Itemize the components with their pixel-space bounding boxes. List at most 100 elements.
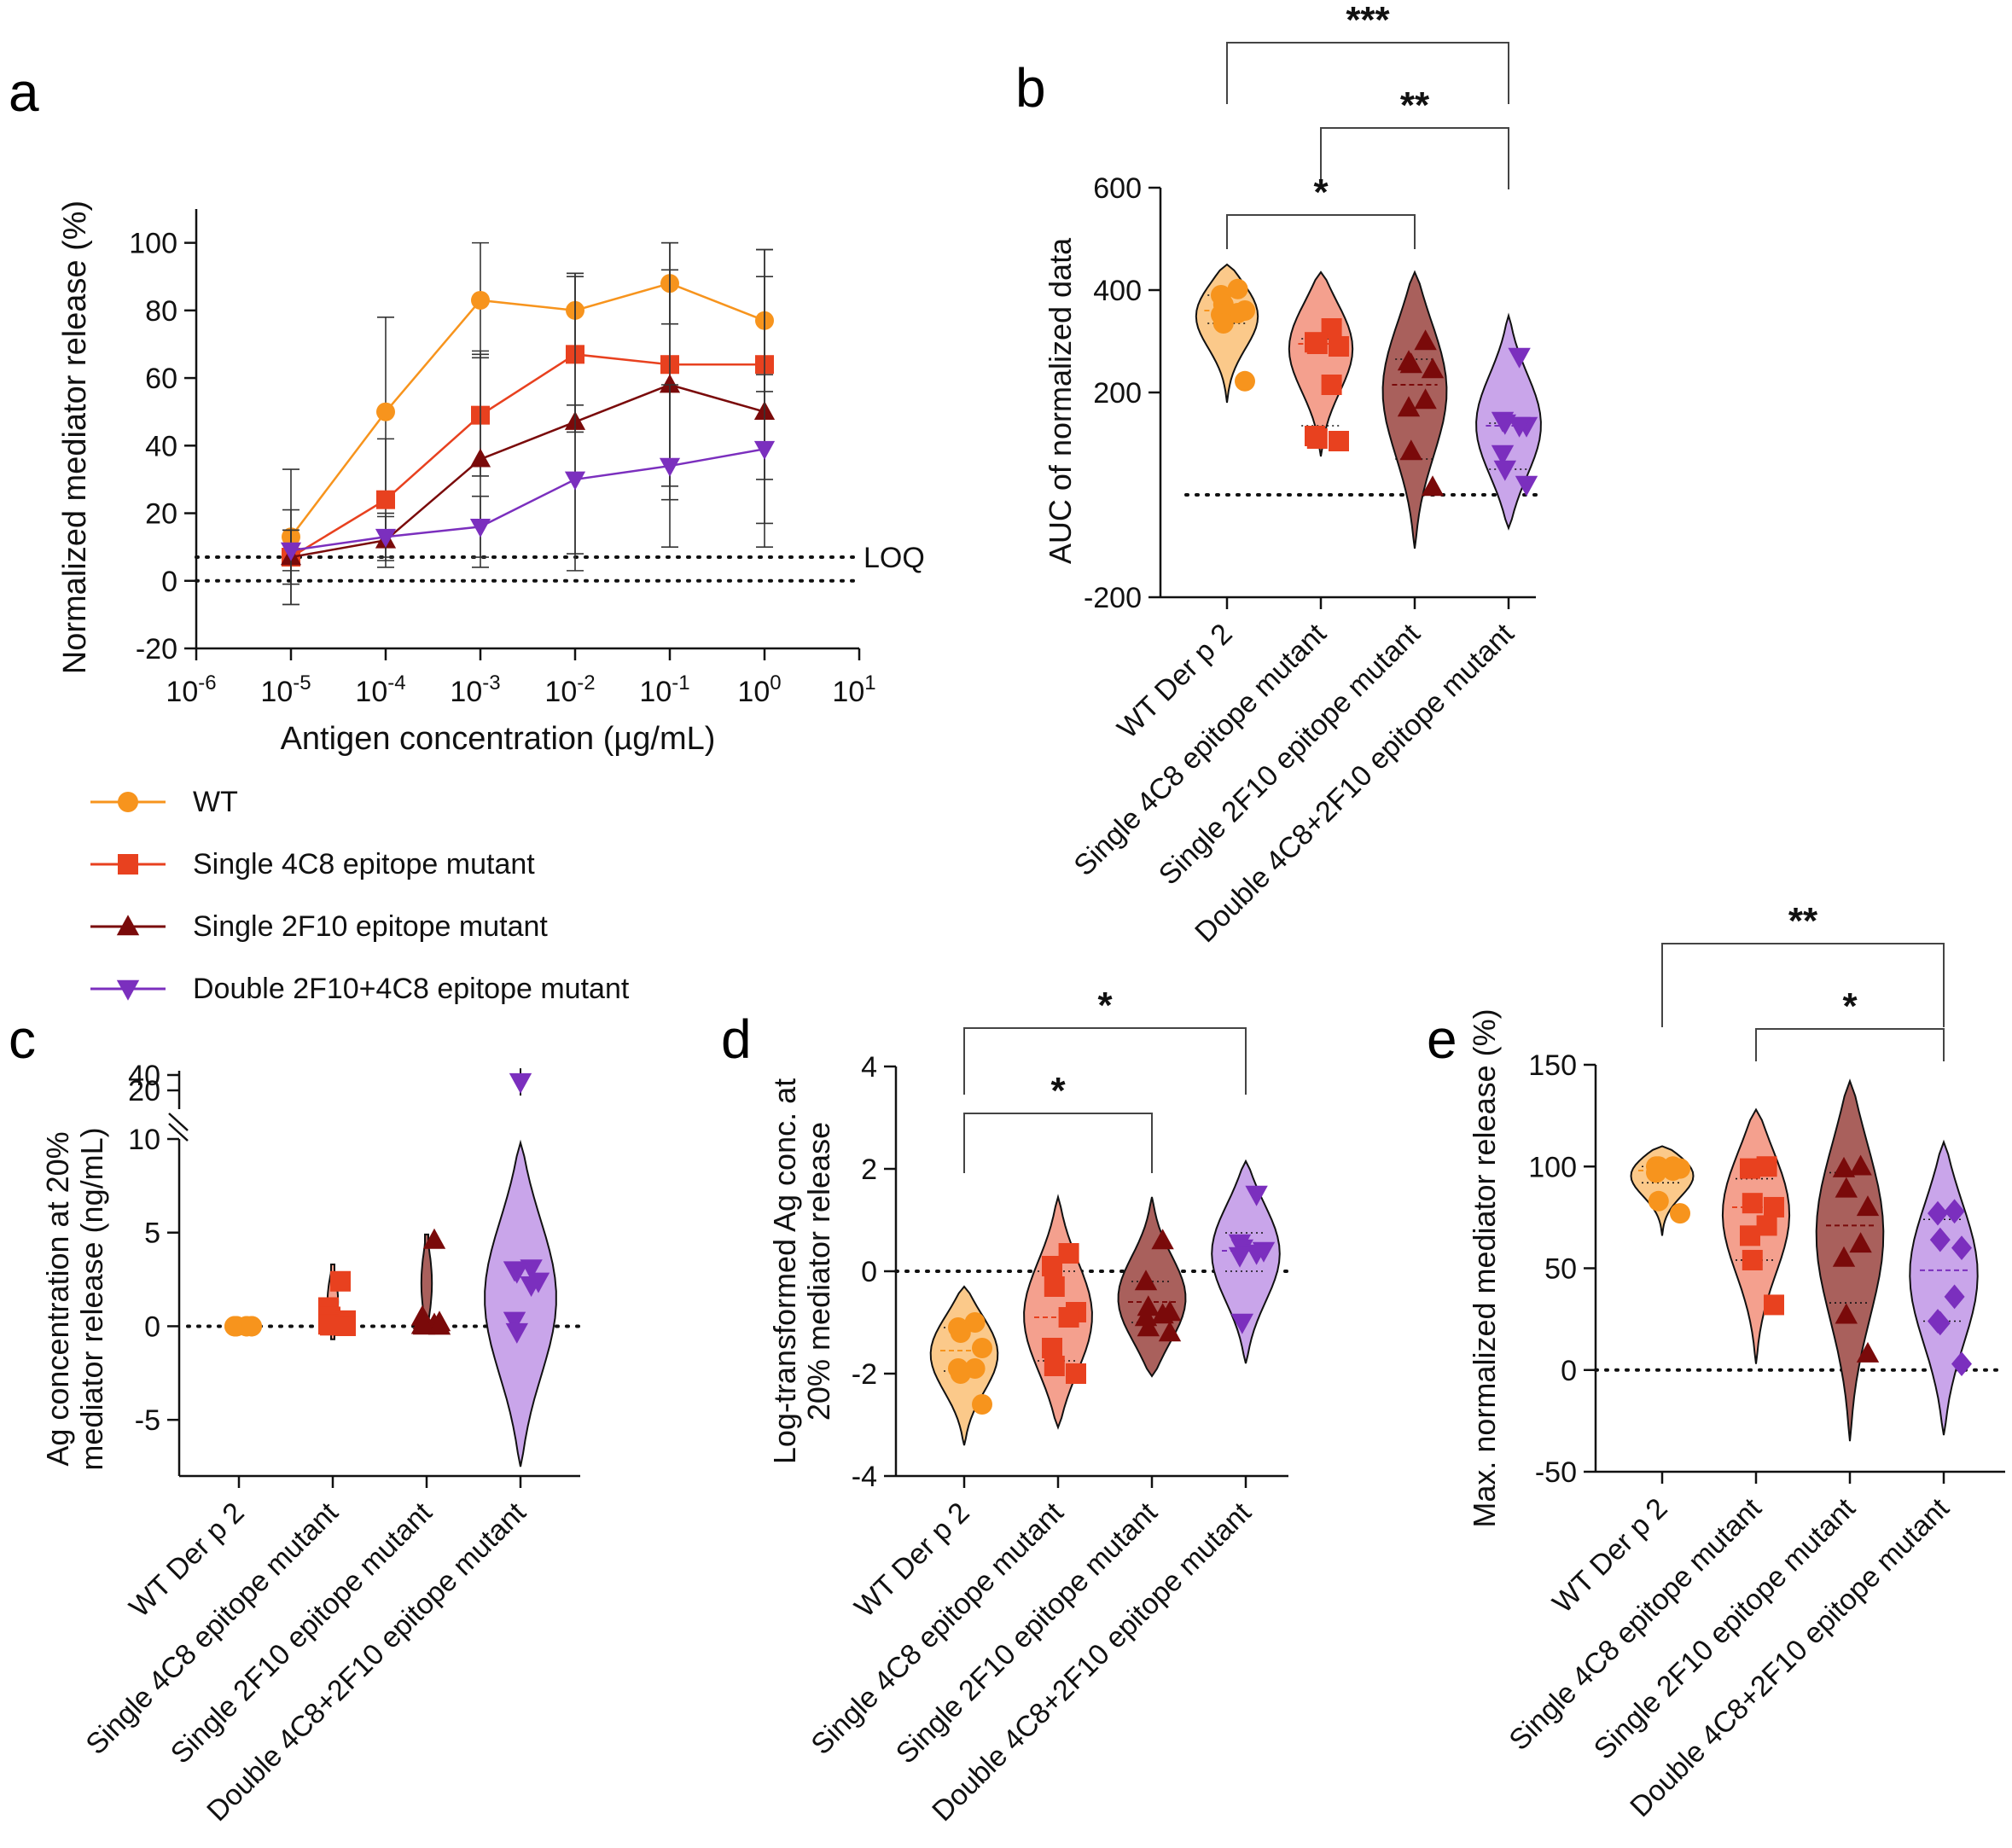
b-data-point xyxy=(1306,334,1328,354)
e-data-point xyxy=(1849,1232,1872,1253)
legend-item-single-4c8: Single 4C8 epitope mutant xyxy=(85,839,535,890)
b-significance-label: *** xyxy=(1346,0,1390,41)
c-data-point xyxy=(335,1316,356,1337)
e-data-point xyxy=(1742,1193,1763,1214)
d-data-point xyxy=(1134,1305,1158,1327)
d-data-point xyxy=(1230,1313,1253,1334)
b-significance-label: * xyxy=(1313,171,1329,213)
a-x-tick-label: 101 xyxy=(832,671,875,708)
d-data-point xyxy=(1137,1295,1160,1316)
b-data-point xyxy=(1235,370,1255,392)
e-y-tick-label: 150 xyxy=(1528,1049,1577,1082)
c-y-tick-label: 20 xyxy=(128,1075,160,1107)
d-violin-body xyxy=(1211,1159,1281,1364)
legend-marker xyxy=(116,979,140,1001)
c-data-point xyxy=(226,1316,247,1337)
legend-swatch-wt xyxy=(90,792,166,812)
b-significance-bracket xyxy=(1226,42,1509,104)
e-data-point xyxy=(1951,1351,1972,1376)
e-data-point xyxy=(1764,1196,1784,1217)
e-y-tick-label: -50 xyxy=(1535,1456,1577,1489)
e-data-point xyxy=(1646,1162,1666,1183)
a-y-tick-label: 40 xyxy=(145,430,177,462)
d-data-point xyxy=(1151,1303,1174,1324)
c-data-point xyxy=(412,1314,436,1335)
c-axis-break xyxy=(168,1113,189,1131)
legend-swatch-single-4c8 xyxy=(90,854,166,875)
a-data-point xyxy=(280,542,302,561)
e-data-point xyxy=(1740,1225,1760,1247)
d-data-point xyxy=(1042,1338,1062,1358)
legend-label-single-2f10: Single 2F10 epitope mutant xyxy=(193,909,548,943)
b-y-tick-label: 200 xyxy=(1093,377,1142,410)
d-data-point xyxy=(1228,1247,1252,1268)
e-data-point xyxy=(1742,1249,1763,1270)
b-data-point xyxy=(1212,313,1234,334)
d-y-axis-label-line2: 20% mediator release xyxy=(801,1122,836,1421)
c-upper-data-point xyxy=(509,1072,532,1094)
a-series-line-0 xyxy=(290,282,765,538)
d-significance-bracket xyxy=(963,1113,1153,1173)
d-data-point xyxy=(1042,1256,1062,1276)
a-series-line-1 xyxy=(290,353,765,559)
e-data-point xyxy=(1856,1195,1880,1217)
e-y-tick-label: 50 xyxy=(1544,1253,1577,1286)
a-loq-label: LOQ xyxy=(864,542,925,574)
b-data-point xyxy=(1227,278,1248,299)
d-data-point xyxy=(1137,1316,1160,1337)
e-data-point xyxy=(1835,1303,1858,1324)
d-data-point xyxy=(1044,1276,1065,1297)
a-data-point xyxy=(753,440,776,460)
a-y-tick-label: 100 xyxy=(129,228,177,260)
d-data-point xyxy=(1245,1244,1268,1265)
d-data-point xyxy=(1044,1356,1065,1376)
a-y-tick-label: -20 xyxy=(136,633,177,665)
b-data-point xyxy=(1399,352,1422,374)
b-data-point xyxy=(1329,336,1349,357)
legend: WT Single 4C8 epitope mutant Single 2F10… xyxy=(85,776,853,1049)
d-data-point xyxy=(1151,1229,1174,1250)
b-data-point xyxy=(1399,439,1422,461)
b-y-tick-label: 600 xyxy=(1093,172,1142,205)
d-data-point xyxy=(1134,1270,1158,1291)
e-data-point xyxy=(1670,1203,1690,1224)
e-data-point xyxy=(1951,1235,1972,1261)
e-data-point xyxy=(1856,1341,1880,1363)
c-violin-body xyxy=(484,1139,557,1467)
a-data-point xyxy=(469,519,491,538)
d-y-tick-label: -2 xyxy=(852,1358,877,1391)
a-x-tick-label: 10-6 xyxy=(166,671,216,708)
d-significance-label: * xyxy=(1050,1070,1066,1112)
panel-d: -4 -2 0 2 4 Log-transformed Ag conc. at 20% me… xyxy=(767,985,1290,1828)
a-series-line-2 xyxy=(290,383,765,559)
b-data-point xyxy=(1493,460,1516,481)
d-y-axis-label-line1: Log-transformed Ag conc. at xyxy=(767,1078,802,1464)
e-data-point xyxy=(1944,1199,1965,1224)
legend-swatch-single-2f10 xyxy=(90,915,166,936)
a-x-tick-label: 10-2 xyxy=(544,671,595,708)
d-y-tick-label: -4 xyxy=(852,1461,877,1493)
b-data-point xyxy=(1414,388,1437,410)
a-x-tick-label: 100 xyxy=(737,671,781,708)
c-data-point xyxy=(520,1276,543,1297)
c-y-axis-label-line2: mediator release (ng/mL) xyxy=(74,1127,109,1470)
a-y-axis-label: Normalized mediator release (%) xyxy=(57,200,93,674)
a-data-point xyxy=(376,490,395,509)
b-data-point xyxy=(1508,416,1531,438)
legend-item-double: Double 2F10+4C8 epitope mutant xyxy=(85,963,629,1014)
d-significance-bracket xyxy=(963,1027,1247,1095)
legend-item-single-2f10: Single 2F10 epitope mutant xyxy=(85,901,548,952)
b-significance-bracket xyxy=(1320,127,1509,189)
a-data-point xyxy=(659,457,681,477)
e-y-tick-label: 0 xyxy=(1561,1355,1577,1387)
d-data-point xyxy=(1158,1321,1182,1342)
a-x-tick-label: 10-3 xyxy=(450,671,500,708)
e-data-point xyxy=(1928,1200,1948,1226)
a-data-point xyxy=(375,528,397,548)
a-y-tick-label: 20 xyxy=(145,498,177,531)
c-y-tick-label: 10 xyxy=(128,1124,160,1156)
b-data-point xyxy=(1306,428,1328,449)
e-data-point xyxy=(1849,1154,1872,1176)
a-series-line-3 xyxy=(290,448,765,552)
